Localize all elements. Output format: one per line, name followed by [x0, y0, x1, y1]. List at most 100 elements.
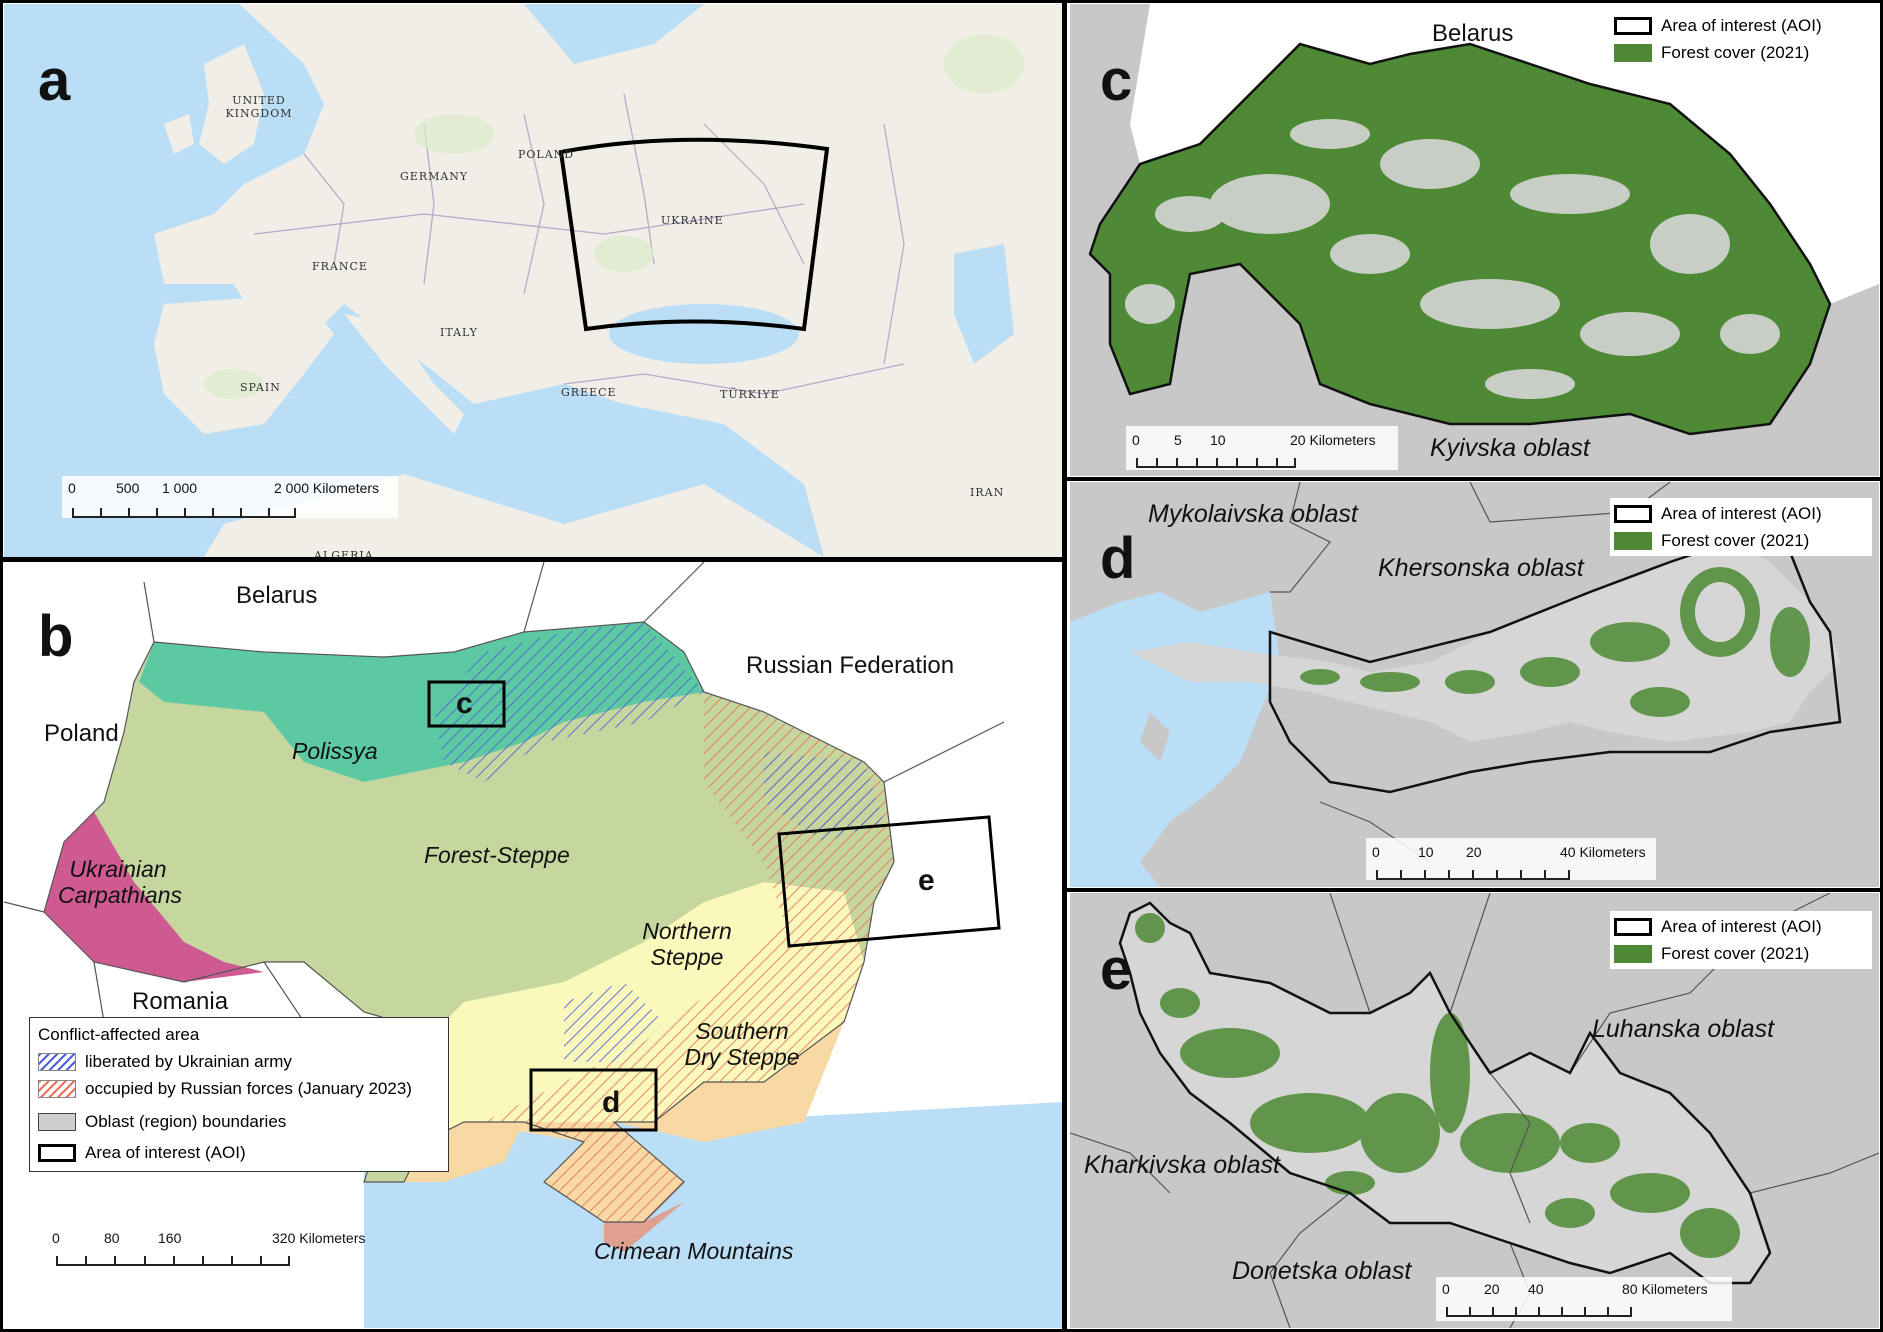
aoi-label-c: c [456, 687, 473, 720]
country-label-germany: GERMANY [400, 170, 469, 183]
country-label-algeria: ALGERIA [314, 549, 374, 557]
panel-divider-vertical [1062, 0, 1067, 1332]
country-label-turkiye: TÜRKIYE [720, 388, 780, 401]
scale-d-tick-10: 10 [1418, 844, 1434, 860]
scale-d-tick-20: 20 [1466, 844, 1482, 860]
legend-c: Area of interest (AOI) Forest cover (202… [1610, 10, 1872, 68]
aoi-box-e [777, 815, 1001, 948]
panel-a-label: a [38, 48, 71, 113]
place-label-luhanska: Luhanska oblast [1592, 1015, 1775, 1043]
place-label-belarus-c: Belarus [1432, 20, 1514, 47]
aoi-label-d: d [602, 1086, 621, 1119]
legend-liberated-label: liberated by Ukrainian army [85, 1051, 292, 1071]
scale-a-tick-500: 500 [116, 480, 140, 496]
scale-bar-d [1376, 860, 1570, 880]
scale-b-tick-0: 0 [52, 1230, 60, 1246]
panel-divider-cd [1067, 477, 1883, 481]
scale-e-tick-40: 40 [1528, 1281, 1544, 1297]
legend-row-liberated: liberated by Ukrainian army [38, 1048, 440, 1075]
scale-e-tick-80: 80 Kilometers [1622, 1281, 1708, 1297]
panel-c-label: c [1100, 48, 1133, 113]
legend-c-aoi-swatch [1614, 16, 1652, 35]
scale-a-tick-1000: 1 000 [162, 480, 198, 496]
region-label-northern-steppe: Northern Steppe [642, 918, 732, 971]
legend-row-oblast: Oblast (region) boundaries [38, 1108, 440, 1135]
place-label-donetska: Donetska oblast [1232, 1257, 1412, 1285]
country-label-russia: Russian Federation [746, 652, 955, 679]
legend-oblast-label: Oblast (region) boundaries [85, 1111, 287, 1131]
scale-c-tick-10: 10 [1210, 432, 1226, 448]
legend-d: Area of interest (AOI) Forest cover (202… [1610, 498, 1872, 556]
scale-b-tick-160: 160 [158, 1230, 182, 1246]
legend-c-forest-label: Forest cover (2021) [1661, 42, 1810, 62]
panel-e-forest-map: e Luhanska oblast Kharkivska oblast Done… [1070, 893, 1879, 1328]
legend-row-aoi: Area of interest (AOI) [38, 1139, 440, 1166]
country-label-poland-b: Poland [44, 720, 119, 747]
legend-e: Area of interest (AOI) Forest cover (202… [1610, 911, 1872, 969]
scale-bar-c [1136, 448, 1296, 468]
legend-occupied-label: occupied by Russian forces (January 2023… [85, 1078, 412, 1098]
aoi-box-c [427, 680, 506, 728]
legend-d-forest-swatch [1614, 531, 1652, 550]
country-label-spain: SPAIN [240, 381, 281, 394]
country-label-poland: POLAND [518, 148, 575, 161]
scale-d-tick-0: 0 [1372, 844, 1380, 860]
legend-c-row-forest: Forest cover (2021) [1614, 39, 1868, 66]
scale-e-tick-0: 0 [1442, 1281, 1450, 1297]
legend-e-aoi-swatch [1614, 917, 1652, 936]
legend-c-forest-swatch [1614, 43, 1652, 62]
aoi-box-d [529, 1068, 658, 1132]
country-label-uk: UNITED KINGDOM [225, 94, 293, 120]
country-label-italy: ITALY [440, 326, 478, 339]
legend-aoi-label: Area of interest (AOI) [85, 1142, 246, 1162]
legend-d-forest-label: Forest cover (2021) [1661, 530, 1810, 550]
country-label-ukraine: UKRAINE [661, 214, 724, 227]
forest-map-c [1070, 4, 1879, 476]
legend-e-row-forest: Forest cover (2021) [1614, 940, 1868, 967]
scale-c-tick-20: 20 Kilometers [1290, 432, 1376, 448]
legend-d-aoi-swatch [1614, 504, 1652, 523]
legend-row-occupied: occupied by Russian forces (January 2023… [38, 1075, 440, 1102]
legend-e-forest-swatch [1614, 944, 1652, 963]
place-label-khersonska: Khersonska oblast [1378, 554, 1584, 582]
panel-c-forest-map: c Belarus Kyivska oblast Area of interes… [1070, 4, 1879, 476]
country-label-greece: GREECE [561, 386, 617, 399]
legend-d-row-aoi: Area of interest (AOI) [1614, 500, 1868, 527]
legend-e-row-aoi: Area of interest (AOI) [1614, 913, 1868, 940]
ukraine-ecoregion-map [4, 562, 1062, 1328]
aoi-label-e: e [918, 864, 935, 897]
scale-a-tick-0: 0 [68, 480, 76, 496]
panel-d-forest-map: d Mykolaivska oblast Khersonska oblast A… [1070, 482, 1879, 887]
scale-bar-a [72, 498, 296, 518]
legend-e-forest-label: Forest cover (2021) [1661, 943, 1810, 963]
scale-bar-e [1446, 1297, 1632, 1317]
region-label-crimean-mountains: Crimean Mountains [594, 1238, 794, 1264]
aoi-swatch [38, 1143, 76, 1162]
occupied-swatch [38, 1079, 76, 1098]
place-label-kyivska: Kyivska oblast [1430, 434, 1590, 462]
panel-b-ukraine-map: b Belarus Russian Federation Poland Roma… [4, 562, 1062, 1328]
oblast-swatch [38, 1112, 76, 1131]
country-label-romania: Romania [132, 988, 229, 1015]
panel-divider-ab [0, 557, 1062, 562]
place-label-mykolaivska: Mykolaivska oblast [1148, 500, 1358, 528]
panel-divider-de [1067, 888, 1883, 892]
europe-basemap [4, 4, 1062, 557]
scale-c-tick-5: 5 [1174, 432, 1182, 448]
legend-c-row-aoi: Area of interest (AOI) [1614, 12, 1868, 39]
region-label-carpathians: Ukrainian Carpathians [58, 856, 183, 909]
scale-b-tick-320: 320 Kilometers [272, 1230, 366, 1246]
country-label-france: FRANCE [312, 260, 368, 273]
region-label-polissya: Polissya [292, 738, 378, 764]
legend-d-aoi-label: Area of interest (AOI) [1661, 503, 1822, 523]
liberated-swatch [38, 1052, 76, 1071]
scale-e-tick-20: 20 [1484, 1281, 1500, 1297]
panel-e-label: e [1100, 937, 1133, 1002]
scale-c-tick-0: 0 [1132, 432, 1140, 448]
scale-a-tick-2000: 2 000 Kilometers [274, 480, 380, 496]
panel-a-europe-map: a UNITED KINGDOM GERMANY POLAND FRANCE U… [4, 4, 1062, 557]
panel-b-label: b [38, 604, 74, 669]
scale-b-tick-80: 80 [104, 1230, 120, 1246]
scale-d-tick-40: 40 Kilometers [1560, 844, 1646, 860]
